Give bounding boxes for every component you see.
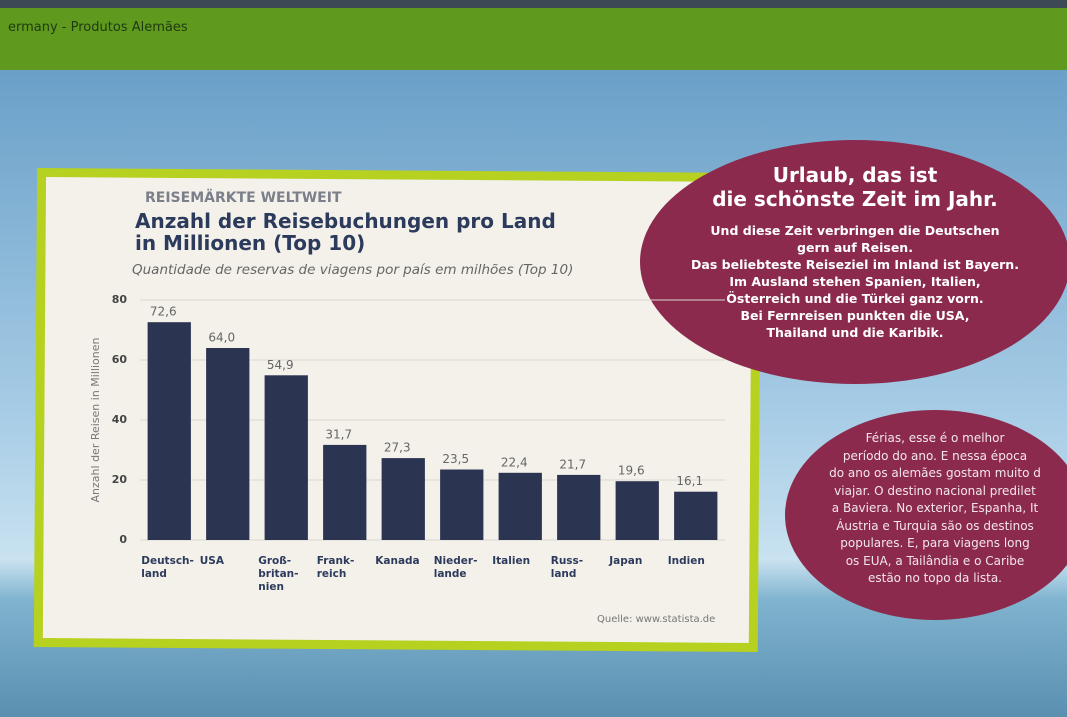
chart-source: Quelle: www.statista.de (597, 614, 715, 625)
value-label: 72,6 (150, 305, 177, 319)
value-label: 23,5 (442, 452, 469, 466)
value-label: 31,7 (325, 427, 352, 441)
value-label: 54,9 (267, 358, 294, 372)
x-tick-label: Russ- land (551, 555, 601, 581)
x-tick-label: Nieder- lande (434, 555, 484, 581)
x-tick-label: Indien (668, 555, 718, 568)
bar (148, 322, 191, 540)
bar (674, 492, 717, 540)
x-tick-label: Kanada (375, 555, 425, 568)
y-tick-label: 40 (112, 413, 128, 426)
bar (265, 375, 308, 540)
bar (206, 348, 249, 540)
bar (323, 445, 366, 540)
y-tick-label: 80 (112, 293, 128, 306)
callout-de-body: Und diese Zeit verbringen die Deutschen … (640, 222, 1067, 341)
poster-graphics: 0 20 40 60 80 Anzahl der Reisen in Millionen 7… (0, 0, 1067, 717)
callout-pt-body: Férias, esse é o melhor período do ano. … (790, 430, 1067, 588)
value-label: 27,3 (384, 441, 411, 455)
bar (616, 481, 659, 540)
value-label: 19,6 (618, 464, 645, 478)
value-label: 16,1 (676, 474, 703, 488)
y-tick-label: 60 (112, 353, 128, 366)
bar (557, 475, 600, 540)
bar (499, 473, 542, 540)
bar (440, 470, 483, 541)
x-tick-label: Italien (492, 555, 542, 568)
x-tick-label: Japan (609, 555, 659, 568)
x-tick-label: USA (200, 555, 250, 568)
banner-text: ermany - Produtos Alemães (8, 20, 188, 35)
x-tick-label: Groß- britan- nien (258, 555, 308, 594)
x-tick-label: Deutsch- land (141, 555, 191, 581)
y-tick-label: 20 (112, 473, 128, 486)
callout-de-heading: Urlaub, das ist die schönste Zeit im Jah… (640, 163, 1067, 211)
banner-band (0, 8, 1067, 70)
bar (382, 458, 425, 540)
poster: 0 20 40 60 80 Anzahl der Reisen in Millionen 7… (0, 0, 1067, 717)
y-tick-label: 0 (119, 533, 127, 546)
value-label: 21,7 (559, 457, 586, 471)
chart-kicker: REISEMÄRKTE WELTWEIT (145, 190, 342, 206)
value-label: 64,0 (208, 331, 235, 345)
x-tick-label: Frank- reich (317, 555, 367, 581)
value-label: 22,4 (501, 455, 528, 469)
chart-subtitle: Quantidade de reservas de viagens por pa… (132, 262, 573, 278)
chart-title: Anzahl der Reisebuchungen pro Land in Mi… (135, 210, 556, 254)
y-axis-label: Anzahl der Reisen in Millionen (89, 338, 102, 503)
